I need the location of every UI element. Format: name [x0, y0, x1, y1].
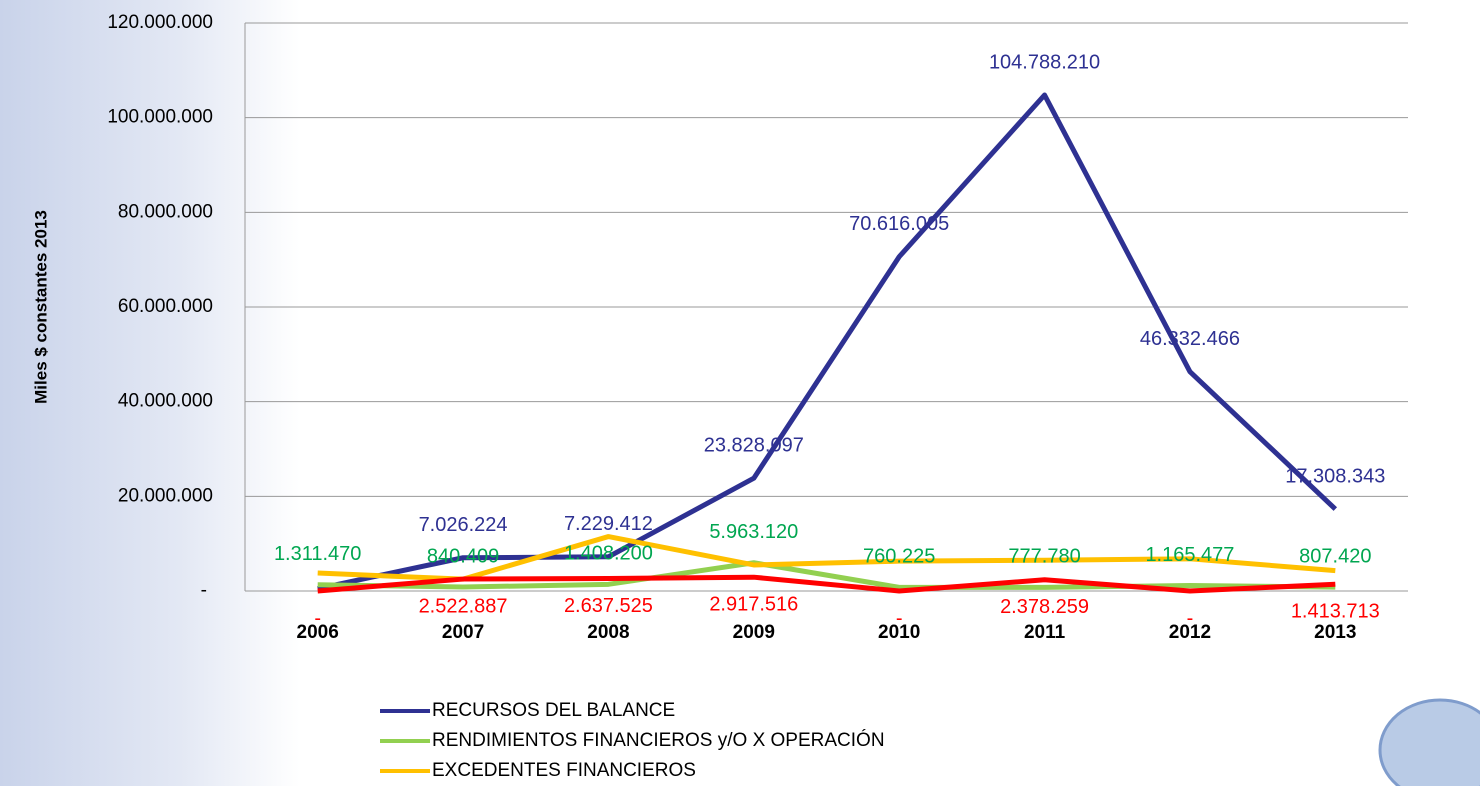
y-tick-label: 80.000.000	[118, 201, 213, 222]
data-label: 2.522.887	[419, 595, 508, 617]
data-label: 777.780	[1008, 546, 1080, 568]
data-label: -	[896, 607, 903, 629]
data-label: 840.409	[427, 545, 499, 567]
data-label: 2.917.516	[709, 593, 798, 615]
data-label: 7.026.224	[419, 514, 508, 536]
x-tick-label: 2009	[733, 622, 775, 643]
x-tick-label: 2010	[878, 622, 920, 643]
y-tick-label: 100.000.000	[107, 107, 213, 128]
series-line	[317, 560, 1336, 590]
x-tick-label: 2012	[1169, 622, 1211, 643]
x-tick-label: 2011	[1024, 622, 1066, 643]
legend-label: RECURSOS DEL BALANCE	[432, 700, 675, 721]
x-tick-label: 2008	[587, 622, 629, 643]
data-label: 2.637.525	[564, 595, 653, 617]
series-line	[317, 534, 1336, 582]
series-line	[317, 574, 1336, 594]
x-tick-label: 2006	[297, 622, 339, 643]
data-label: -	[314, 607, 321, 629]
logo	[1378, 698, 1480, 786]
y-tick-label: 120.000.000	[107, 12, 213, 33]
series-line	[317, 92, 1338, 592]
data-label: 2.378.259	[1000, 596, 1089, 618]
background	[0, 0, 300, 786]
data-label: 17.308.343	[1285, 465, 1385, 487]
legend-label: RENDIMIENTOS FINANCIEROS y/O X OPERACIÓN	[432, 729, 885, 751]
data-label: 7.229.412	[564, 513, 653, 535]
data-label: 1.413.713	[1291, 601, 1380, 623]
data-label: 1.165.477	[1145, 544, 1234, 566]
y-tick-label: 60.000.000	[118, 296, 213, 317]
y-tick-label: 20.000.000	[118, 485, 213, 506]
data-label: 760.225	[863, 546, 935, 568]
legend-label: EXCEDENTES FINANCIEROS	[432, 760, 696, 781]
x-tick-label: 2013	[1314, 622, 1356, 643]
y-tick-label: 40.000.000	[118, 391, 213, 412]
data-label: 1.408.200	[564, 543, 653, 565]
data-label: 46.332.466	[1140, 328, 1240, 350]
data-label: 104.788.210	[989, 51, 1100, 73]
data-label: -	[1187, 607, 1194, 629]
data-label: 70.616.005	[849, 213, 949, 235]
data-label: 807.420	[1299, 545, 1371, 567]
y-axis-title: Miles $ constantes 2013	[31, 210, 50, 404]
data-label: 1.311.470	[274, 543, 362, 565]
data-label: 23.828.097	[704, 434, 804, 456]
y-tick-label: -	[201, 580, 207, 601]
data-label: 5.963.120	[709, 521, 798, 543]
x-tick-label: 2007	[442, 622, 484, 643]
